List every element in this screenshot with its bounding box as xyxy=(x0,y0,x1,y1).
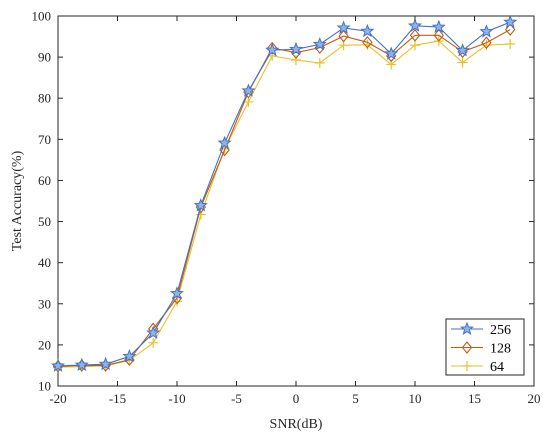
data-point-64 xyxy=(314,57,325,68)
legend: 256 128 64 xyxy=(445,318,525,376)
x-axis-title: SNR(dB) xyxy=(270,417,323,432)
x-tick-label: -5 xyxy=(231,391,242,406)
tick-layer: -20 -15 -10 -5 0 5 10 15 20 10 20 30 40 50 60 70 80 90 100 xyxy=(32,9,541,407)
data-point-256 xyxy=(146,325,161,339)
legend-marker-256 xyxy=(459,321,475,335)
y-tick-label: 50 xyxy=(38,214,51,229)
data-point-256 xyxy=(169,286,185,300)
data-point-256 xyxy=(50,358,66,372)
data-point-64 xyxy=(243,96,254,107)
data-point-128 xyxy=(338,29,349,43)
x-tick-label: 0 xyxy=(293,391,300,406)
data-point-256 xyxy=(241,83,256,97)
data-point-256 xyxy=(217,135,232,150)
data-point-64 xyxy=(457,57,468,68)
y-tick-label: 90 xyxy=(38,50,51,65)
data-point-128 xyxy=(409,28,421,42)
y-axis-title: Test Accuracy(%) xyxy=(10,150,25,251)
x-tick-label: -20 xyxy=(49,391,66,406)
data-point-256 xyxy=(479,24,494,38)
y-tick-label: 10 xyxy=(38,379,51,394)
data-point-256 xyxy=(74,357,89,372)
data-point-64 xyxy=(505,38,516,49)
data-point-256 xyxy=(384,46,399,60)
x-tick-label: 15 xyxy=(468,391,481,406)
data-point-256 xyxy=(407,18,423,32)
y-tick-label: 30 xyxy=(38,296,51,311)
data-point-256 xyxy=(312,37,327,51)
data-point-256 xyxy=(265,42,280,57)
x-tick-label: -15 xyxy=(109,391,126,406)
y-tick-label: 80 xyxy=(38,91,51,106)
x-tick-label: -10 xyxy=(168,391,185,406)
data-point-256 xyxy=(455,43,470,57)
legend-marker-128 xyxy=(461,341,473,354)
legend-label-64: 64 xyxy=(490,360,504,375)
data-point-64 xyxy=(148,337,159,348)
series-layer xyxy=(50,14,518,373)
legend-marker-64 xyxy=(462,361,472,371)
data-point-128 xyxy=(219,143,230,157)
data-point-256 xyxy=(360,23,375,38)
y-tick-label: 70 xyxy=(38,132,51,147)
series-line-64 xyxy=(57,40,511,368)
data-point-128 xyxy=(266,41,278,55)
y-tick-label: 100 xyxy=(32,9,52,24)
data-point-128 xyxy=(481,36,492,50)
data-point-128 xyxy=(433,28,445,42)
data-point-64 xyxy=(195,209,206,220)
y-tick-label: 20 xyxy=(38,337,51,352)
x-tick-label: 20 xyxy=(528,391,541,406)
series-256 xyxy=(50,14,518,372)
data-point-256 xyxy=(431,19,446,34)
y-tick-label: 60 xyxy=(38,173,51,188)
y-tick-label: 40 xyxy=(38,255,51,270)
data-point-256 xyxy=(193,198,208,212)
data-point-256 xyxy=(288,41,304,56)
data-point-128 xyxy=(362,35,373,49)
data-point-64 xyxy=(410,40,420,51)
legend-label-256: 256 xyxy=(490,323,511,338)
data-point-256 xyxy=(336,20,351,34)
data-point-256 xyxy=(98,356,113,371)
data-point-64 xyxy=(291,54,301,65)
x-tick-label: 10 xyxy=(409,391,422,406)
data-point-256 xyxy=(503,14,518,29)
data-point-256 xyxy=(122,349,137,363)
data-point-128 xyxy=(504,23,516,36)
x-tick-label: 5 xyxy=(352,391,359,406)
legend-label-128: 128 xyxy=(490,342,511,357)
